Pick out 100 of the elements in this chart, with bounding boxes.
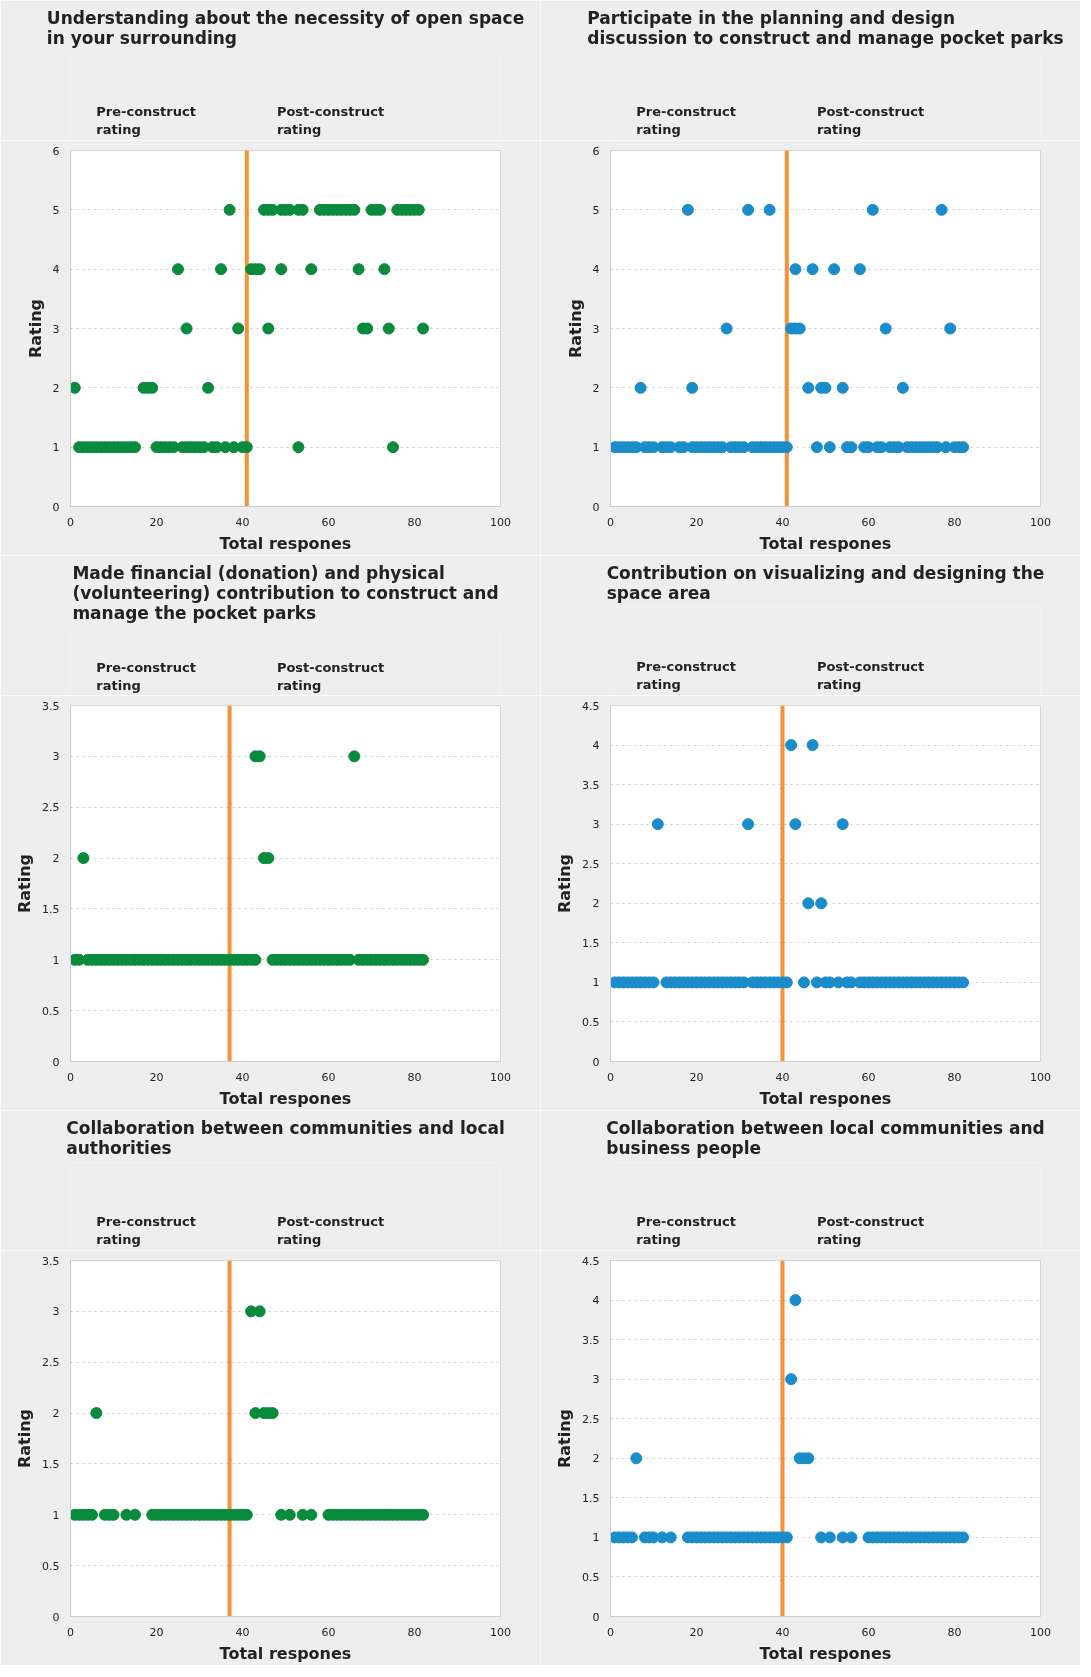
y-tick-label: 5: [52, 203, 60, 217]
y-tick-label: 2: [592, 1452, 600, 1466]
y-axis-title: Rating: [25, 298, 45, 359]
chart-title: Made financial (donation) and physical (volunteering) contribution to construct and manage the pocket parks: [72, 562, 499, 623]
y-tick-label: 0.5: [42, 1004, 60, 1018]
y-tick-label: 0: [52, 1610, 60, 1624]
x-tick-label: 100: [1030, 1625, 1051, 1639]
y-tick-label: 1: [52, 1508, 60, 1522]
y-tick-label: 0: [52, 500, 60, 514]
y-tick-label: 0: [592, 500, 600, 514]
text: Pre-construct rating: [636, 103, 736, 137]
x-tick-label: 60: [321, 1625, 336, 1639]
x-tick-label: 80: [947, 515, 962, 529]
y-tick-label: 2: [52, 1407, 60, 1421]
x-tick-label: 40: [775, 1625, 790, 1639]
x-tick-label: 80: [947, 1625, 962, 1639]
y-axis-title: Rating: [555, 853, 575, 914]
x-tick-label: 0: [607, 1625, 614, 1639]
chart-title: Collaboration between communities and local authorities: [66, 1117, 505, 1158]
y-tick-label: 6: [592, 144, 600, 158]
y-tick-label: 3.5: [42, 699, 60, 713]
x-tick-label: 100: [490, 515, 511, 529]
x-tick-label: 20: [689, 1625, 704, 1639]
text: Post-construct rating: [816, 103, 925, 137]
text: Post-construct rating: [816, 658, 925, 692]
x-tick-label: 20: [149, 1625, 164, 1639]
y-tick-label: 3: [52, 750, 60, 764]
y-tick-label: 3: [52, 322, 60, 336]
x-tick-label: 20: [149, 1070, 164, 1084]
text: Pre-construct rating: [96, 103, 196, 137]
y-tick-label: 2.5: [42, 801, 60, 815]
x-tick-label: 40: [775, 515, 790, 529]
y-tick-label: 6: [52, 144, 60, 158]
y-tick-label: 1: [592, 441, 600, 455]
x-axis-title: Total respones: [219, 1088, 352, 1108]
y-tick-label: 0: [592, 1610, 600, 1624]
y-tick-label: 1.5: [582, 936, 600, 950]
y-tick-label: 0.5: [42, 1559, 60, 1573]
y-tick-label: 5: [592, 203, 600, 217]
x-tick-label: 40: [235, 515, 250, 529]
y-tick-label: 0: [52, 1055, 60, 1069]
y-tick-label: 0.5: [582, 1015, 600, 1029]
x-tick-label: 40: [235, 1070, 250, 1084]
text: Post-construct rating: [816, 1213, 925, 1247]
y-axis-title: Rating: [15, 853, 35, 914]
x-tick-label: 100: [490, 1070, 511, 1084]
text: Pre-construct rating: [636, 658, 736, 692]
y-tick-label: 2.5: [582, 857, 600, 871]
y-tick-label: 3.5: [582, 778, 600, 792]
y-tick-label: 2.5: [582, 1412, 600, 1426]
y-tick-label: 1.5: [582, 1491, 600, 1505]
x-axis-title: Total respones: [759, 1643, 892, 1663]
y-axis-title: Rating: [15, 1408, 35, 1469]
chart-title: Participate in the planning and design discussion to construct and manage pocket parks: [587, 7, 1064, 48]
y-tick-label: 4: [52, 263, 60, 277]
x-tick-label: 20: [689, 1070, 704, 1084]
x-tick-label: 20: [689, 515, 704, 529]
y-tick-label: 0: [592, 1055, 600, 1069]
x-tick-label: 0: [607, 515, 614, 529]
chart-title: Collaboration between local communities and business people: [606, 1117, 1045, 1158]
y-tick-label: 4: [592, 739, 600, 753]
x-tick-label: 60: [321, 515, 336, 529]
y-tick-label: 0.5: [582, 1570, 600, 1584]
x-tick-label: 60: [861, 1070, 876, 1084]
x-tick-label: 100: [490, 1625, 511, 1639]
y-tick-label: 1.5: [42, 902, 60, 916]
x-axis-title: Total respones: [759, 533, 892, 553]
y-axis-title: Rating: [555, 1408, 575, 1469]
y-tick-label: 3: [592, 818, 600, 832]
text: Pre-construct rating: [96, 1213, 196, 1247]
x-tick-label: 0: [607, 1070, 614, 1084]
text: Post-construct rating: [276, 103, 385, 137]
x-tick-label: 20: [149, 515, 164, 529]
x-tick-label: 40: [775, 1070, 790, 1084]
text: Pre-construct rating: [96, 659, 196, 693]
x-tick-label: 60: [861, 515, 876, 529]
x-tick-label: 0: [67, 515, 74, 529]
y-tick-label: 2: [52, 381, 60, 395]
chart-title: Contribution on visualizing and designing the space area: [606, 562, 1045, 603]
text: Pre-construct rating: [636, 1213, 736, 1247]
x-tick-label: 80: [407, 515, 422, 529]
y-tick-label: 3: [52, 1305, 60, 1319]
x-tick-label: 0: [67, 1625, 74, 1639]
text: Post-construct rating: [276, 1213, 385, 1247]
y-tick-label: 1: [52, 441, 60, 455]
y-tick-label: 1: [592, 1531, 600, 1545]
x-tick-label: 60: [321, 1070, 336, 1084]
x-tick-label: 40: [235, 1625, 250, 1639]
y-tick-label: 3.5: [582, 1333, 600, 1347]
x-axis-title: Total respones: [759, 1088, 892, 1108]
x-axis-title: Total respones: [219, 1643, 352, 1663]
y-tick-label: 2: [592, 897, 600, 911]
x-tick-label: 80: [947, 1070, 962, 1084]
y-tick-label: 4: [592, 1294, 600, 1308]
y-tick-label: 4: [592, 263, 600, 277]
x-tick-label: 100: [1030, 1070, 1051, 1084]
x-tick-label: 0: [67, 1070, 74, 1084]
y-tick-label: 4.5: [582, 699, 600, 713]
y-tick-label: 2: [592, 381, 600, 395]
y-tick-label: 3: [592, 322, 600, 336]
